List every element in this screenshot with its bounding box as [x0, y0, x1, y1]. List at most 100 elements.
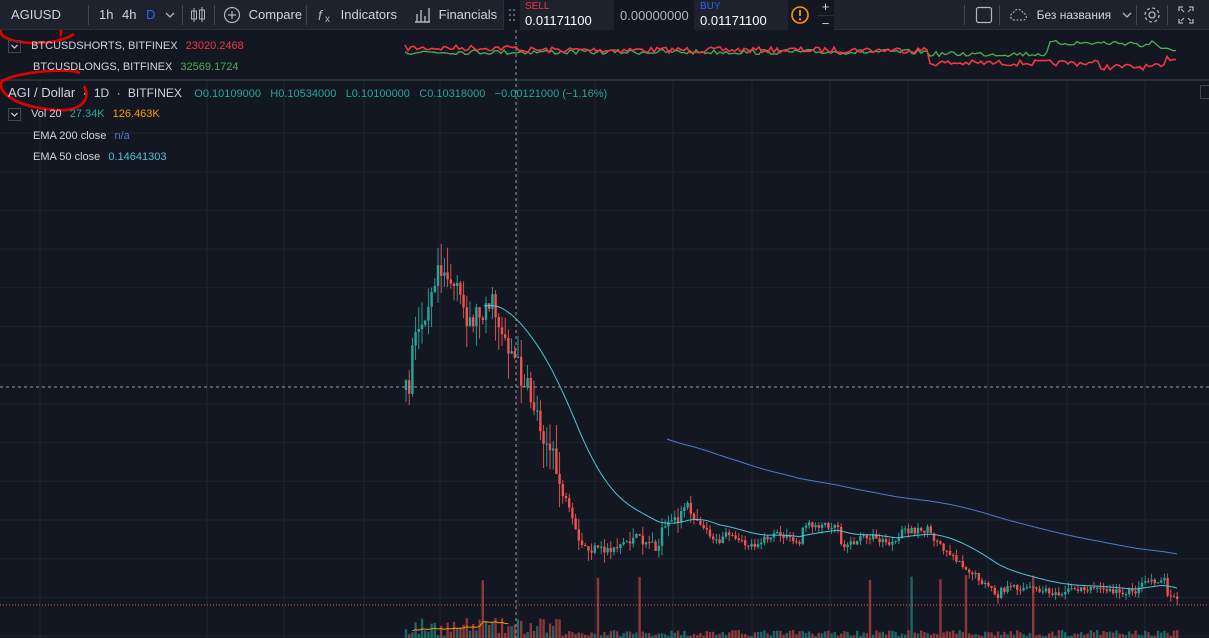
candle-body	[904, 528, 907, 530]
chart-area[interactable]	[0, 30, 1209, 638]
drag-handle-icon[interactable]	[508, 7, 516, 23]
candle-body	[990, 585, 993, 588]
volume-bar	[593, 633, 596, 638]
volume-bar	[881, 631, 884, 638]
volume-bar	[651, 635, 654, 638]
volume-bar	[475, 630, 478, 638]
candle-body	[1035, 587, 1038, 589]
candle-body	[1163, 578, 1166, 581]
volume-bar	[916, 633, 920, 638]
volume-bar	[606, 635, 609, 638]
zoom-in-button[interactable]: +	[821, 0, 830, 14]
pane-separator[interactable]	[0, 79, 1209, 81]
volume-bar	[884, 634, 888, 638]
volume-bar	[852, 635, 856, 638]
volume-bar	[526, 632, 529, 638]
candle-body	[795, 541, 798, 543]
volume-bar	[980, 635, 984, 638]
sell-button[interactable]: SELL 0.01171100	[520, 0, 614, 30]
layout-toggle-button[interactable]	[975, 0, 993, 30]
candle-body	[817, 525, 820, 528]
volume-bar	[1144, 630, 1147, 638]
volume-bar	[676, 630, 680, 638]
candle-body	[1086, 590, 1089, 592]
candle-body	[545, 443, 548, 445]
candle-body	[481, 317, 484, 320]
settings-button[interactable]	[1142, 0, 1162, 30]
candle-body	[750, 543, 753, 547]
volume-bar	[753, 632, 756, 638]
volume-bar	[1076, 634, 1080, 638]
plus-circle-icon	[223, 6, 241, 24]
volume-bar	[520, 620, 523, 638]
volume-bar	[1172, 630, 1176, 638]
candle-body	[1160, 580, 1163, 583]
volume-bar	[1086, 633, 1089, 638]
annotation-circle-title	[0, 69, 88, 112]
candle-body	[619, 544, 622, 549]
candle-body	[1144, 581, 1147, 583]
volume-bar	[705, 631, 708, 638]
buy-button[interactable]: BUY 0.01171100	[694, 0, 788, 30]
candle-body	[948, 550, 952, 556]
financials-button[interactable]: Financials	[413, 0, 497, 30]
chart-style-button[interactable]	[189, 0, 207, 30]
zoom-out-button[interactable]: −	[817, 15, 834, 31]
volume-bar	[846, 631, 849, 638]
volume-bar	[756, 631, 760, 638]
interval-4h-button[interactable]: 4h	[122, 7, 137, 22]
candle-body	[1089, 587, 1092, 591]
layout-name-dropdown[interactable]: Без названия	[1007, 0, 1133, 30]
interval-1h-button[interactable]: 1h	[99, 7, 114, 22]
compare-button[interactable]: Compare	[223, 0, 302, 30]
volume-bar	[497, 633, 500, 638]
collapse-legend-button[interactable]	[8, 39, 21, 53]
ema50-legend[interactable]: EMA 50 close 0.14641303	[33, 148, 166, 166]
main-symbol-legend[interactable]: AGI / Dollar · 1D · BITFINEX O0.10109000…	[8, 84, 607, 102]
ema200-legend[interactable]: EMA 200 close n/a	[33, 127, 130, 145]
volume-bar	[1102, 630, 1105, 638]
candle-body	[913, 527, 916, 534]
volume-bar	[571, 632, 574, 638]
candle-body	[993, 587, 996, 595]
candle-body	[980, 580, 984, 584]
candle-body	[600, 546, 603, 548]
volume-bar	[430, 623, 433, 638]
warning-icon[interactable]	[790, 5, 810, 25]
candle-body	[590, 550, 593, 553]
volume-bar	[987, 632, 990, 638]
volume-bar	[971, 634, 974, 638]
volume-bar	[708, 631, 712, 638]
buy-price: 0.01171100	[700, 13, 767, 28]
candle-body	[660, 527, 664, 546]
toolbar-divider	[964, 5, 965, 25]
volume-bar	[724, 634, 728, 638]
volume-bar	[1112, 632, 1115, 638]
symbol-exchange: BITFINEX	[127, 86, 182, 100]
candle-body	[1112, 589, 1115, 594]
candle-body	[888, 542, 891, 545]
cloud-icon	[1010, 8, 1027, 21]
annotation-circle-symbol	[0, 30, 75, 45]
collapse-legend-button[interactable]	[8, 107, 21, 121]
candle-body	[715, 539, 718, 541]
fullscreen-button[interactable]	[1177, 0, 1195, 30]
scale-toggle-button[interactable]	[1200, 85, 1209, 99]
volume-bar	[808, 631, 811, 638]
interval-dropdown[interactable]	[165, 0, 175, 30]
candle-body	[699, 520, 702, 525]
volume-histogram	[404, 575, 1179, 638]
volume-bar	[600, 635, 603, 638]
candle-body	[916, 527, 920, 534]
shorts-value: 23020.2468	[185, 40, 244, 52]
volume-bar	[766, 633, 769, 638]
interval-d-button[interactable]: D	[146, 7, 156, 22]
symbol-search-button[interactable]: AGIUSD	[11, 7, 61, 22]
volume-bar	[1176, 630, 1179, 638]
candle-body	[692, 513, 696, 520]
candle-body	[740, 540, 744, 542]
shorts-longs-pane	[404, 39, 1177, 72]
volume-bar	[468, 630, 472, 638]
